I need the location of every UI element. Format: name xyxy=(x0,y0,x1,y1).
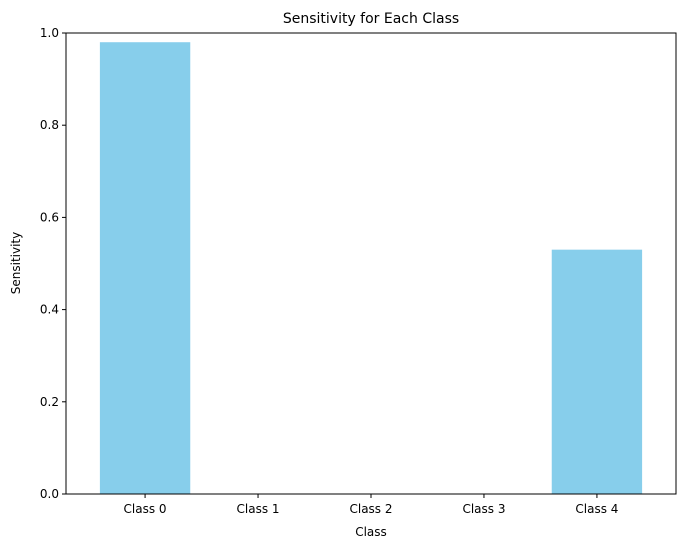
x-axis: Class 0 Class 1 Class 2 Class 3 Class 4 xyxy=(124,494,618,516)
y-tick-label: 0.2 xyxy=(40,395,59,409)
x-tick-label: Class 1 xyxy=(237,502,280,516)
x-tick-label: Class 4 xyxy=(575,502,618,516)
x-axis-label: Class xyxy=(355,525,387,539)
y-tick-label: 0.8 xyxy=(40,118,59,132)
x-tick-label: Class 2 xyxy=(349,502,392,516)
y-axis-label: Sensitivity xyxy=(9,232,23,294)
y-tick-label: 0.0 xyxy=(40,487,59,501)
x-tick-label: Class 3 xyxy=(462,502,505,516)
bar-class-4 xyxy=(551,249,643,494)
x-tick-label: Class 0 xyxy=(124,502,167,516)
y-tick-label: 0.4 xyxy=(40,303,59,317)
chart-title: Sensitivity for Each Class xyxy=(283,11,459,27)
bars-layer xyxy=(99,42,643,494)
y-tick-label: 1.0 xyxy=(40,26,59,40)
bar-class-0 xyxy=(99,42,191,494)
y-tick-label: 0.6 xyxy=(40,210,59,224)
y-axis: 0.0 0.2 0.4 0.6 0.8 1.0 xyxy=(40,26,66,501)
